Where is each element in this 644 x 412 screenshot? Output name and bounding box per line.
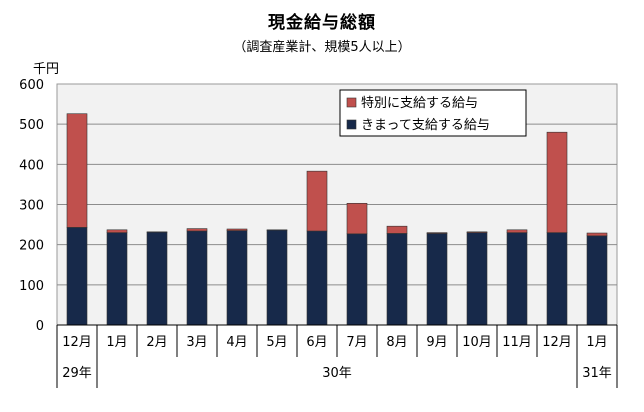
bar-segment-special [586, 232, 608, 237]
bar-segment-special [346, 202, 368, 235]
bar-segment-special [306, 170, 328, 232]
bar-segment-regular [466, 232, 488, 326]
x-tick-label: 9月 [426, 335, 447, 350]
legend-label: きまって支給する給与 [361, 118, 490, 133]
x-tick-label: 4月 [226, 335, 247, 350]
year-label: 29年 [62, 366, 92, 381]
y-tick-label: 500 [19, 118, 44, 133]
legend-swatch [346, 119, 357, 130]
bar-segment-regular [426, 233, 448, 326]
bar-segment-regular [146, 231, 168, 326]
bar-segment-special [386, 225, 408, 234]
x-axis: 12月 1月 2月 3月 4月 5月 6月 7月 8月 9月 10月 11月 12月 1月 29年 30年 31… [56, 324, 618, 388]
bar-segment-special [226, 228, 248, 231]
y-tick-label: 0 [36, 319, 44, 334]
y-tick-label: 100 [19, 279, 44, 294]
bar-segment-regular [346, 233, 368, 326]
legend-box [339, 89, 527, 137]
y-tick-label: 400 [19, 158, 44, 173]
x-tick-label: 2月 [146, 335, 167, 350]
bar-segment-regular [306, 230, 328, 326]
bar-segment-special [466, 231, 488, 233]
x-tick-label: 8月 [386, 335, 407, 350]
x-tick-label: 10月 [462, 335, 492, 350]
bar-segment-regular [266, 229, 288, 326]
x-tick-label: 12月 [62, 335, 92, 350]
bars [66, 113, 608, 326]
x-tick-label: 5月 [266, 335, 287, 350]
y-tick-label: 300 [19, 199, 44, 214]
x-tick-label: 1月 [586, 335, 607, 350]
y-tick-label: 200 [19, 239, 44, 254]
bar-segment-special [106, 229, 128, 233]
bar-segment-special [426, 232, 448, 234]
x-tick-label: 6月 [306, 335, 327, 350]
bar-segment-regular [586, 235, 608, 326]
year-label: 31年 [582, 366, 612, 381]
x-tick-label: 1月 [106, 335, 127, 350]
bar-segment-regular [106, 232, 128, 326]
year-label: 30年 [322, 366, 352, 381]
bar-segment-special [546, 131, 568, 233]
bar-segment-regular [546, 232, 568, 326]
y-axis-ticks: 0 100 200 300 400 500 600 [19, 78, 44, 334]
bar-segment-regular [506, 232, 528, 326]
bar-segment-special [66, 113, 88, 228]
x-tick-label: 7月 [346, 335, 367, 350]
legend-swatch [346, 97, 357, 108]
bar-segment-regular [66, 227, 88, 326]
legend-label: 特別に支給する給与 [361, 96, 478, 111]
bar-segment-special [506, 229, 528, 233]
y-tick-label: 600 [19, 78, 44, 93]
chart-title: 現金給与総額 [268, 13, 376, 33]
bar-segment-special [186, 228, 208, 232]
bar-segment-regular [226, 230, 248, 326]
bar-segment-regular [386, 233, 408, 326]
x-tick-label: 11月 [502, 335, 532, 350]
bar-segment-regular [186, 230, 208, 326]
x-tick-label: 12月 [542, 335, 572, 350]
y-axis-label: 千円 [33, 62, 59, 77]
chart-subtitle: （調査産業計、規模5人以上） [233, 40, 411, 55]
x-tick-label: 3月 [186, 335, 207, 350]
